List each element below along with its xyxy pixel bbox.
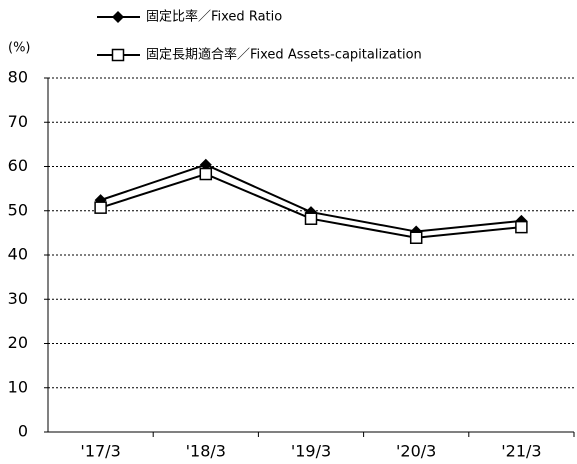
marker [515, 220, 528, 234]
y-tick-label: 40 [8, 245, 28, 264]
y-tick-label: 0 [18, 422, 28, 441]
y-tick-label: 30 [8, 289, 28, 308]
marker [111, 48, 125, 62]
marker [199, 167, 213, 181]
marker [112, 11, 124, 23]
y-axis-label: (%) [8, 41, 31, 56]
x-tick-label: '17/3 [80, 442, 120, 461]
marker [199, 158, 212, 171]
x-tick-label: '20/3 [396, 442, 436, 461]
y-tick-label: 10 [8, 377, 28, 396]
y-tick-label: 20 [8, 333, 28, 352]
y-tick-label: 70 [8, 112, 28, 131]
y-tick-label: 60 [8, 156, 28, 175]
x-tick-label: '18/3 [186, 442, 226, 461]
y-tick-label: 50 [8, 200, 28, 219]
legend-label: 固定長期適合率／Fixed Assets-capitalization [146, 47, 422, 63]
marker [409, 231, 423, 244]
legend-label: 固定比率／Fixed Ratio [146, 9, 282, 25]
y-tick-label: 80 [8, 68, 28, 87]
x-tick-label: '21/3 [501, 442, 541, 461]
x-tick-label: '19/3 [291, 442, 331, 461]
marker [304, 212, 318, 225]
marker [94, 201, 107, 214]
